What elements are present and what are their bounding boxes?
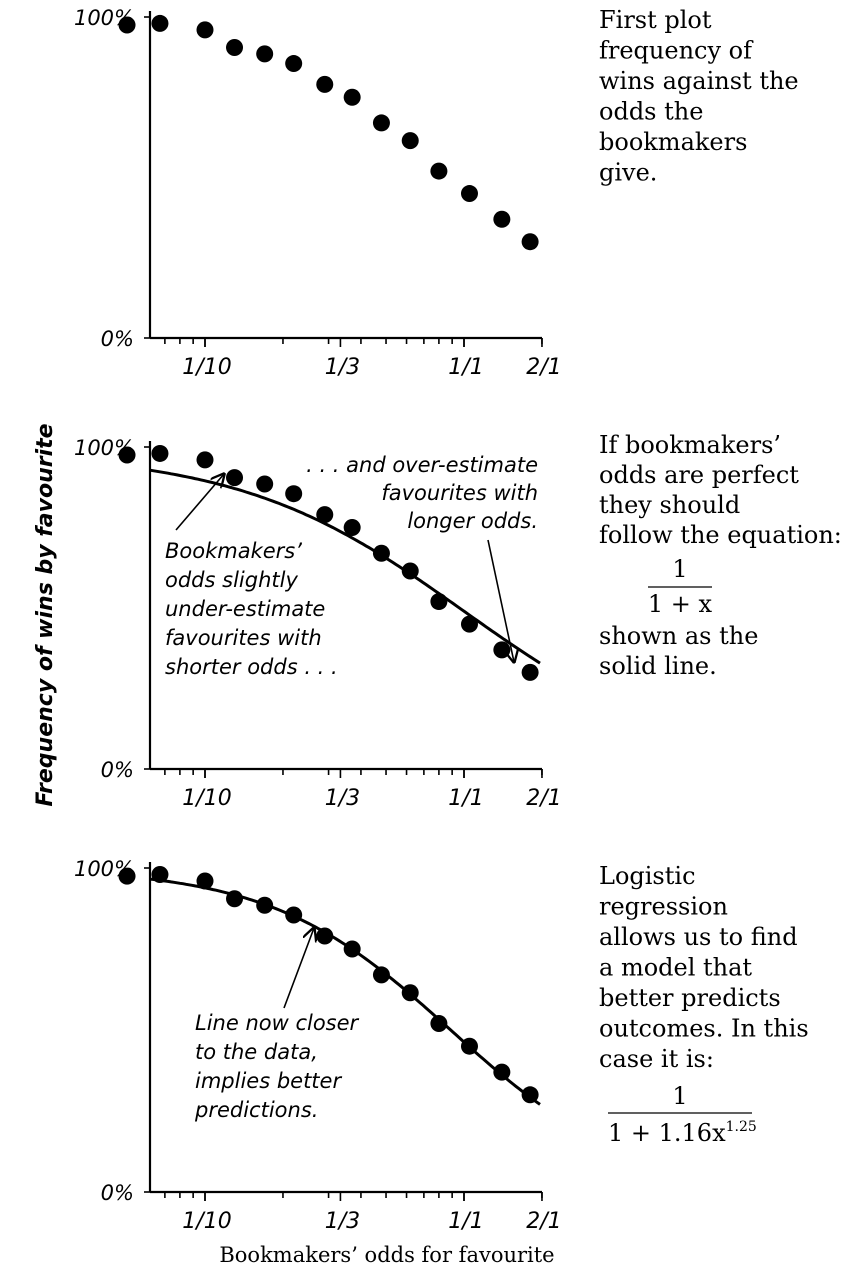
data-point xyxy=(316,927,334,945)
data-point xyxy=(401,132,419,150)
y-tick-label-0: 0% xyxy=(101,758,134,782)
x-tick-label: 1/3 xyxy=(325,1209,360,1234)
side-note-top: First plot frequency of wins against the od… xyxy=(599,6,799,187)
x-tick-label: 2/1 xyxy=(526,1209,561,1234)
x-tick-label: 1/1 xyxy=(448,1209,483,1234)
data-point xyxy=(151,444,169,462)
data-point xyxy=(256,896,274,914)
annotation-over-estimate: . . . and over-estimate favourites with lo… xyxy=(306,453,538,533)
annotation-closer-fit: Line now closer to the data, implies bette… xyxy=(194,1011,360,1122)
data-point xyxy=(401,562,419,580)
data-point xyxy=(343,940,361,958)
annotation-arrow xyxy=(175,474,224,531)
side-note-middle-text: If bookmakers’ odds are perfect they shoul… xyxy=(599,431,842,549)
data-point xyxy=(226,469,244,487)
data-point xyxy=(118,446,136,464)
y-tick-label-0: 0% xyxy=(101,1181,134,1205)
data-point xyxy=(521,233,539,251)
data-point xyxy=(256,45,274,63)
x-tick-label: 1/1 xyxy=(448,786,483,811)
data-point xyxy=(460,615,478,633)
formula-denominator: 1 + 1.16x1.25 xyxy=(608,1119,757,1147)
x-tick-label: 2/1 xyxy=(526,355,561,380)
data-point xyxy=(430,162,448,180)
side-note-middle-tail: shown as the solid line. xyxy=(599,622,758,680)
x-tick-label: 1/3 xyxy=(325,355,360,380)
side-note-bottom-text: Logistic regression allows us to find a mod… xyxy=(599,862,809,1073)
data-point xyxy=(401,984,419,1002)
data-point xyxy=(521,663,539,681)
data-point xyxy=(493,1063,511,1081)
annotation-under-estimate: Bookmakers’ odds slightly under-estimate fa… xyxy=(165,539,338,679)
data-point xyxy=(256,475,274,493)
x-tick-label: 1/10 xyxy=(182,355,231,380)
data-point xyxy=(316,75,334,93)
x-tick-label: 1/1 xyxy=(448,355,483,380)
side-note-top-text: First plot frequency of wins against the od… xyxy=(599,6,799,187)
side-note-bottom: Logistic regression allows us to find a mod… xyxy=(599,862,809,1147)
x-axis-title: Bookmakers’ odds for favourite xyxy=(219,1243,554,1267)
data-point xyxy=(460,1037,478,1055)
data-point xyxy=(430,1015,448,1033)
x-tick-label: 1/10 xyxy=(182,1209,231,1234)
y-tick-label-0: 0% xyxy=(101,327,134,351)
data-point xyxy=(226,890,244,908)
data-point xyxy=(118,867,136,885)
data-point xyxy=(372,966,390,984)
data-point xyxy=(521,1086,539,1104)
data-point xyxy=(343,88,361,106)
data-point xyxy=(343,519,361,536)
annotation-arrow xyxy=(283,928,314,1009)
formula-numerator: 1 xyxy=(672,555,687,583)
data-point xyxy=(372,114,390,132)
data-point xyxy=(316,506,334,524)
data-point xyxy=(285,55,303,73)
data-point xyxy=(372,544,390,562)
data-point xyxy=(226,38,244,56)
x-tick-label: 1/3 xyxy=(325,786,360,811)
data-point xyxy=(493,210,511,228)
panel-top: 100%0%1/10 1/3 1/1 2/1 xyxy=(74,6,562,380)
data-point xyxy=(196,21,214,39)
formula-denominator: 1 + x xyxy=(648,590,713,618)
data-point xyxy=(285,485,303,503)
data-point xyxy=(430,593,448,611)
x-tick-label: 1/10 xyxy=(182,786,231,811)
data-point xyxy=(118,16,136,34)
data-point xyxy=(196,872,214,890)
data-point xyxy=(151,14,169,32)
side-note-middle: If bookmakers’ odds are perfect they shoul… xyxy=(599,431,842,680)
data-point xyxy=(285,906,303,924)
data-point xyxy=(151,865,169,883)
data-point xyxy=(493,641,511,659)
annotation-arrow xyxy=(487,539,514,662)
y-axis-title: Frequency of wins by favourite xyxy=(33,423,58,806)
x-tick-label: 2/1 xyxy=(526,786,561,811)
formula-numerator: 1 xyxy=(672,1082,687,1110)
data-point xyxy=(460,185,478,203)
data-point xyxy=(196,451,214,469)
